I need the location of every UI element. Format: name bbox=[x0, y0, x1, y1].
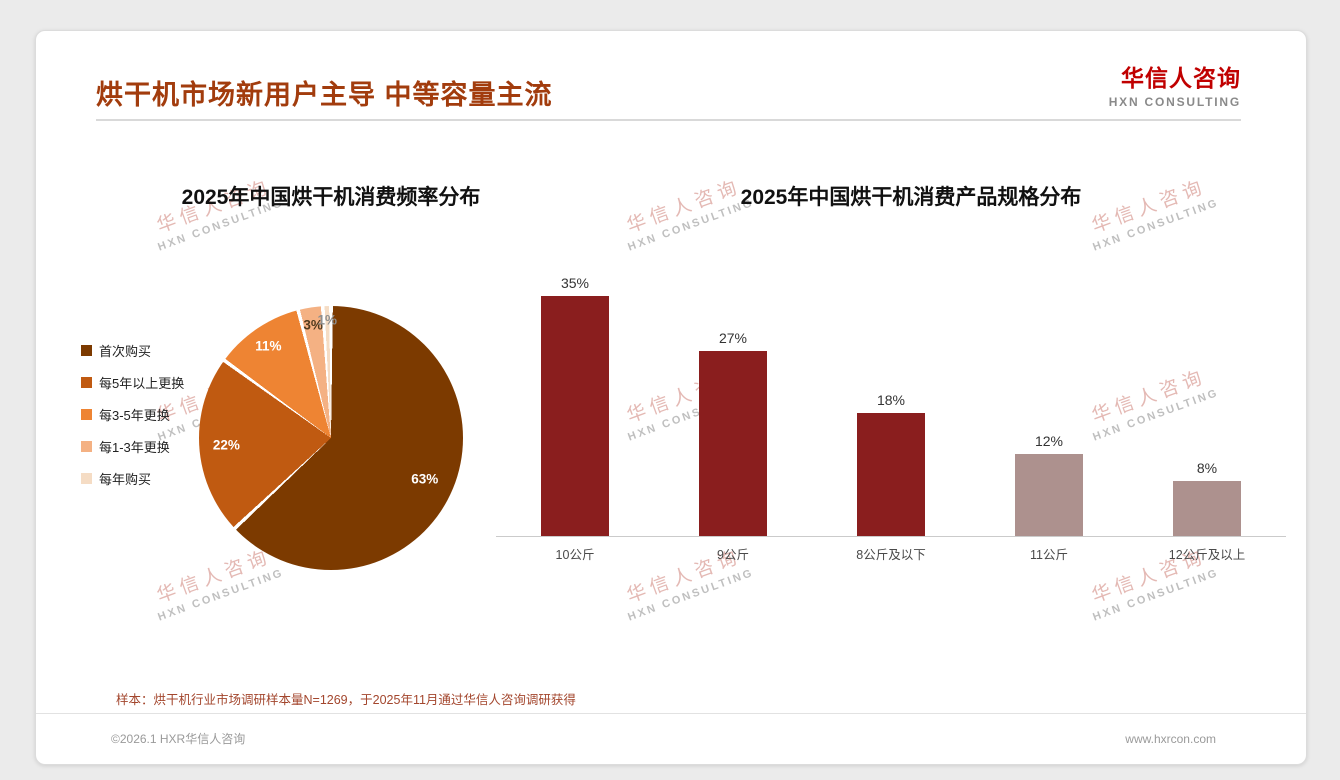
legend-swatch bbox=[81, 345, 92, 356]
pie-chart bbox=[199, 306, 463, 570]
legend-label: 每3-5年更换 bbox=[99, 408, 170, 423]
pie-legend: 首次购买每5年以上更换 每3-5年更换 每1-3年更换 每年购买 bbox=[81, 341, 184, 501]
logo-text-en: HXN CONSULTING bbox=[1108, 95, 1241, 109]
footer: ©2026.1 HXR华信人咨询 www.hxrcon.com bbox=[36, 713, 1306, 764]
bar-value-label: 12% bbox=[1034, 432, 1064, 449]
bar-value-label: 27% bbox=[718, 329, 748, 346]
slide-title: 烘干机市场新用户主导 中等容量主流 bbox=[96, 80, 553, 110]
watermark-text-en: HXN CONSULTING bbox=[626, 566, 756, 624]
watermark-text-en: HXN CONSULTING bbox=[156, 566, 286, 624]
pie-slice-label: 63% bbox=[411, 471, 439, 487]
legend-swatch bbox=[81, 377, 92, 388]
company-logo: 华信人咨询 HXN CONSULTING bbox=[1109, 59, 1241, 109]
footer-divider bbox=[36, 713, 1306, 714]
slide-card: 华信人咨询 HXN CONSULTING 华信人咨询 HXN CONSULTING 华信… bbox=[35, 30, 1307, 765]
bar-category-label: 11公斤 bbox=[1030, 548, 1068, 562]
bar bbox=[699, 350, 767, 536]
bar bbox=[857, 412, 925, 536]
pie-chart-title: 2025年中国烘干机消费频率分布 bbox=[181, 186, 481, 209]
bar-group: 18% bbox=[812, 392, 970, 536]
copyright-text: ©2026.1 HXR华信人咨询 bbox=[111, 732, 246, 746]
bar bbox=[541, 295, 609, 536]
bar bbox=[1173, 481, 1241, 536]
bar-value-label: 18% bbox=[876, 391, 906, 408]
legend-swatch bbox=[81, 441, 92, 452]
legend-label: 首次购买 bbox=[99, 344, 152, 359]
bar-category-axis: 10公斤 9公斤 8公斤及以下 11公斤 12公斤及以上 bbox=[496, 544, 1286, 563]
bar-group: 8% bbox=[1128, 460, 1286, 536]
legend-item: 首次购买 bbox=[81, 341, 184, 360]
legend-swatch bbox=[81, 473, 92, 484]
header-divider bbox=[96, 119, 1241, 121]
pie-slice-label: 11% bbox=[255, 338, 282, 354]
pie-slice-label: 3% bbox=[303, 317, 323, 333]
legend-item: 每5年以上更换 bbox=[81, 373, 184, 392]
logo-text-cn: 华信人咨询 bbox=[1121, 65, 1241, 91]
bar bbox=[1015, 453, 1083, 536]
pie-slice-label: 22% bbox=[212, 437, 240, 453]
legend-label: 每年购买 bbox=[99, 472, 152, 487]
pie-chart-area: 63% 22% 11% 3% 1% bbox=[199, 306, 463, 570]
bar-category-label: 10公斤 bbox=[555, 548, 595, 562]
legend-item: 每年购买 bbox=[81, 469, 184, 488]
sample-note: 样本：烘干机行业市场调研样本量N=1269，于2025年11月通过华信人咨询调研… bbox=[116, 693, 576, 707]
legend-label: 每1-3年更换 bbox=[99, 440, 170, 455]
watermark-text-en: HXN CONSULTING bbox=[1091, 566, 1221, 624]
bar-value-label: 35% bbox=[560, 274, 590, 291]
bar-chart-title: 2025年中国烘干机消费产品规格分布 bbox=[740, 186, 1082, 209]
bar-chart: 35% 27% 18% 12% 8% bbox=[496, 275, 1286, 537]
bar-group: 35% bbox=[496, 275, 654, 536]
bar-category-label: 12公斤及以上 bbox=[1168, 548, 1246, 562]
pie-slice-label: 1% bbox=[317, 312, 338, 328]
legend-item: 每3-5年更换 bbox=[81, 405, 184, 424]
bar-value-label: 8% bbox=[1196, 460, 1218, 477]
bar-group: 27% bbox=[654, 330, 812, 536]
website-text: www.hxrcon.com bbox=[1125, 731, 1216, 746]
legend-label: 每5年以上更换 bbox=[99, 376, 185, 391]
legend-item: 每1-3年更换 bbox=[81, 437, 184, 456]
bar-category-label: 9公斤 bbox=[717, 548, 749, 562]
bar-category-label: 8公斤及以下 bbox=[856, 548, 926, 562]
legend-swatch bbox=[81, 409, 92, 420]
bar-group: 12% bbox=[970, 433, 1128, 536]
